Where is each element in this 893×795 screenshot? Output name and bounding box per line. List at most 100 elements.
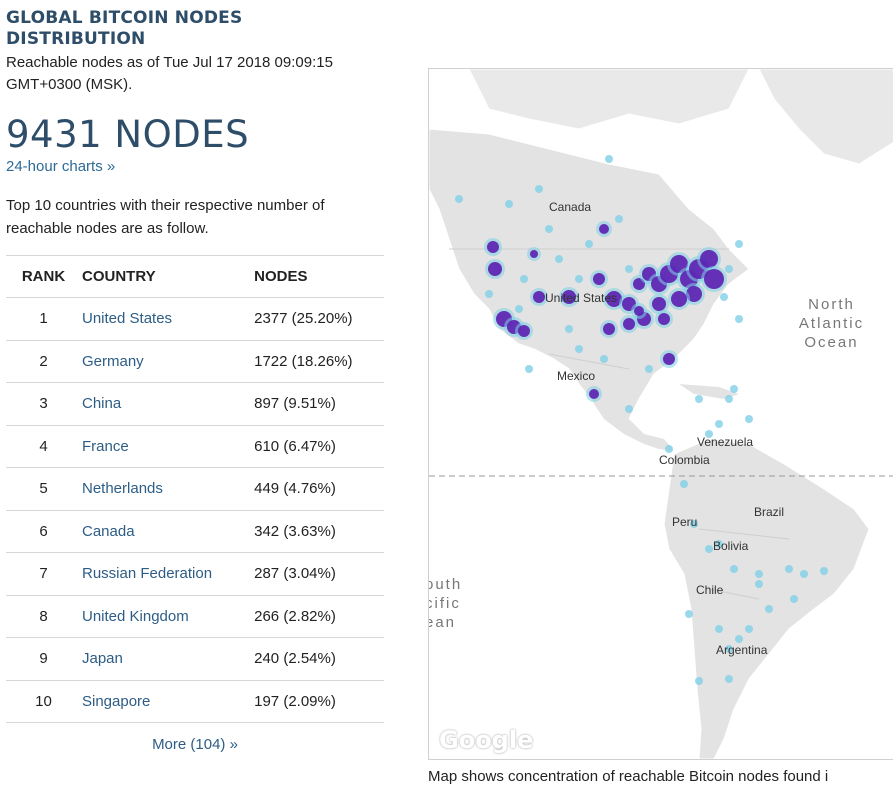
left-panel: GLOBAL BITCOIN NODES DISTRIBUTION Reacha… [6, 8, 384, 754]
country-link[interactable]: France [82, 437, 129, 455]
intro-text: Top 10 countries with their respective n… [6, 197, 325, 237]
node-dot [485, 290, 493, 298]
rank-cell: 6 [6, 510, 81, 553]
country-link[interactable]: China [82, 395, 122, 413]
map-label-mexico: Mexico [557, 369, 596, 383]
node-cluster [488, 262, 502, 276]
node-dot [585, 240, 593, 248]
node-dot [680, 480, 688, 488]
map-graphic [429, 69, 893, 759]
node-dot [625, 265, 633, 273]
countries-table: RANK COUNTRY NODES 1 United States 2377 … [6, 255, 384, 723]
node-cluster [487, 241, 499, 253]
table-row: 6 Canada 342 (3.63%) [6, 510, 384, 553]
country-link[interactable]: Singapore [82, 692, 151, 710]
table-row: 9 Japan 240 (2.54%) [6, 637, 384, 681]
table-row: 7 Russian Federation 287 (3.04%) [6, 552, 384, 596]
node-dot [785, 565, 793, 573]
node-cluster [606, 291, 622, 307]
nodes-cell: 449 (4.76%) [253, 467, 384, 511]
node-count: 9431 NODES [6, 113, 250, 156]
google-logo: Google [439, 726, 534, 754]
country-link[interactable]: Netherlands [82, 480, 163, 498]
charts-link[interactable]: 24-hour charts » [6, 158, 116, 175]
nodes-cell: 266 (2.82%) [253, 595, 384, 638]
node-dot [455, 195, 463, 203]
node-cluster [518, 325, 530, 337]
node-heatmap [455, 155, 828, 685]
node-dot [820, 567, 828, 575]
node-cluster [658, 313, 670, 325]
node-dot [575, 345, 583, 353]
more-countries-link[interactable]: More (104) » [152, 736, 238, 753]
node-dot [685, 610, 693, 618]
table-row: 5 Netherlands 449 (4.76%) [6, 467, 384, 511]
country-link[interactable]: Russian Federation [82, 565, 213, 583]
country-link[interactable]: Canada [82, 522, 135, 540]
page-title: GLOBAL BITCOIN NODES DISTRIBUTION [6, 8, 243, 49]
node-dot [555, 255, 563, 263]
node-dot [505, 200, 513, 208]
table-row: 4 France 610 (6.47%) [6, 425, 384, 468]
node-cluster [686, 286, 702, 302]
node-dot [755, 580, 763, 588]
node-dot [715, 540, 723, 548]
node-cluster [599, 224, 609, 234]
node-dot [705, 430, 713, 438]
node-dot [545, 225, 553, 233]
node-dot [745, 625, 753, 633]
rank-cell: 2 [6, 340, 81, 383]
node-dot [735, 635, 743, 643]
country-link[interactable]: Japan [82, 650, 123, 668]
rank-cell: 3 [6, 382, 81, 426]
node-dot [665, 445, 673, 453]
node-dot [725, 395, 733, 403]
table-row: 3 China 897 (9.51%) [6, 382, 384, 426]
country-link[interactable]: United Kingdom [82, 607, 189, 625]
node-cluster [533, 291, 545, 303]
node-dot [565, 325, 573, 333]
node-dot [730, 565, 738, 573]
node-cluster [634, 306, 644, 316]
node-dot [695, 395, 703, 403]
map-label-argentina: Argentina [716, 643, 768, 657]
rank-cell: 5 [6, 467, 81, 511]
column-header-rank: RANK [6, 255, 81, 298]
node-dot [755, 570, 763, 578]
map-caption: Map shows concentration of reachable Bit… [428, 768, 829, 785]
node-dot [715, 625, 723, 633]
map-label-brazil: Brazil [754, 505, 785, 519]
greenland-landmass [758, 69, 893, 165]
node-dot [730, 385, 738, 393]
country-link[interactable]: United States [82, 310, 173, 328]
node-map[interactable]: Canada United States Mexico Venezuela Co… [428, 68, 893, 760]
node-dot [725, 265, 733, 273]
map-label-bolivia: Bolivia [713, 539, 749, 553]
node-dot [735, 240, 743, 248]
snapshot-timestamp: Reachable nodes as of Tue Jul 17 2018 09… [6, 54, 333, 93]
node-cluster [700, 250, 718, 268]
node-dot [715, 420, 723, 428]
node-cluster [623, 318, 635, 330]
node-dot [800, 570, 808, 578]
map-label-chile: Chile [696, 583, 724, 597]
node-dot [690, 520, 698, 528]
node-dot [600, 355, 608, 363]
node-dot [745, 415, 753, 423]
node-dot [725, 645, 733, 653]
table-row: 8 United Kingdom 266 (2.82%) [6, 595, 384, 638]
map-label-south-pacific: outh cific ean [428, 576, 463, 631]
nodes-cell: 897 (9.51%) [253, 382, 384, 426]
column-header-nodes: NODES [253, 255, 384, 298]
country-link[interactable]: Germany [82, 352, 144, 370]
nodes-cell: 197 (2.09%) [253, 680, 384, 723]
map-label-peru: Peru [672, 515, 698, 529]
node-dot [765, 605, 773, 613]
node-dot [625, 405, 633, 413]
node-dot [520, 275, 528, 283]
map-label-united-states: United States [545, 291, 618, 305]
node-dot [575, 275, 583, 283]
rank-cell: 4 [6, 425, 81, 468]
node-dot [645, 365, 653, 373]
node-dot [605, 155, 613, 163]
